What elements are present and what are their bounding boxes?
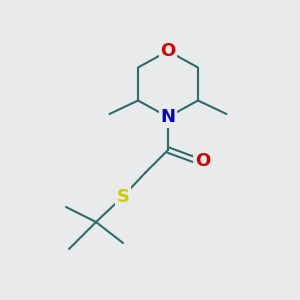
Text: O: O (195, 152, 210, 169)
Text: O: O (160, 42, 175, 60)
Text: N: N (160, 108, 175, 126)
Text: S: S (116, 188, 130, 206)
